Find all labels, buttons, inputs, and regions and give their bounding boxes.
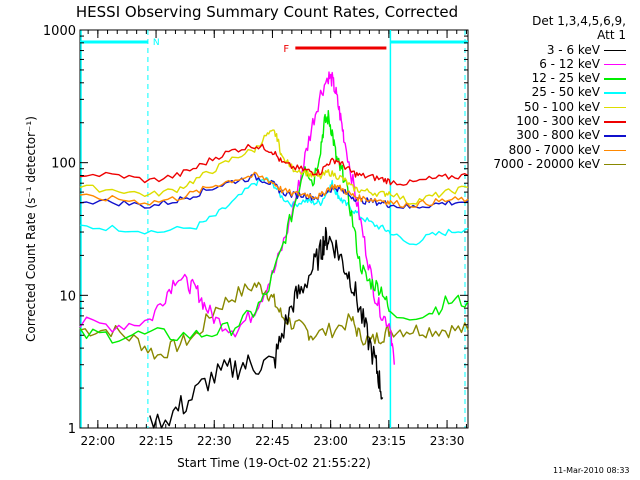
night-flag-label: N <box>153 38 160 48</box>
legend-item: 12 - 25 keV <box>474 71 634 85</box>
legend-swatch <box>604 149 626 152</box>
y-tick-label: 10 <box>59 289 76 304</box>
y-tick-label: 1 <box>68 422 76 437</box>
annotation-layer: NF <box>80 30 468 428</box>
legend-item: 300 - 800 keV <box>474 128 634 142</box>
series-line-100-300-kev <box>79 143 469 186</box>
legend-item: 3 - 6 keV <box>474 43 634 57</box>
legend-item-label: 100 - 300 keV <box>516 114 600 129</box>
x-tick-label: 22:30 <box>197 434 232 448</box>
plot-area: NF <box>79 29 469 429</box>
plot-frame <box>79 29 469 429</box>
y-tick-label: 100 <box>51 157 76 172</box>
legend-header-detectors: Det 1,3,4,5,6,9, <box>532 14 626 28</box>
date-stamp: 11-Mar-2010 08:33 <box>553 466 630 475</box>
y-axis-label: Corrected Count Rate (s⁻¹ detector⁻¹) <box>24 116 38 342</box>
x-tick-label: 23:00 <box>313 434 348 448</box>
legend-item-label: 300 - 800 keV <box>516 128 600 143</box>
legend-swatch <box>604 121 626 123</box>
series-line-25-50-kev <box>79 176 469 246</box>
flare-flag-label: F <box>283 44 289 55</box>
legend-swatch <box>604 49 626 52</box>
legend-item-label: 800 - 7000 keV <box>508 142 600 157</box>
legend: Det 1,3,4,5,6,9, Att 1 3 - 6 keV 6 - 12 k… <box>474 14 634 171</box>
x-axis: 22:00 22:15 22:30 22:45 23:00 23:15 23:30 <box>81 30 467 448</box>
x-tick-label: 22:15 <box>139 434 174 448</box>
legend-item-label: 12 - 25 keV <box>531 71 600 86</box>
legend-swatch <box>604 78 626 80</box>
legend-item: 7000 - 20000 keV <box>474 157 634 171</box>
legend-item-label: 50 - 100 keV <box>523 99 600 114</box>
chart-title: HESSI Observing Summary Count Rates, Cor… <box>76 3 458 21</box>
legend-swatch <box>604 106 626 109</box>
series-layer <box>79 71 469 429</box>
legend-item-label: 6 - 12 keV <box>539 56 600 71</box>
x-tick-label: 23:30 <box>430 434 465 448</box>
x-tick-label: 22:45 <box>255 434 290 448</box>
legend-swatch <box>604 135 626 137</box>
legend-item: 800 - 7000 keV <box>474 143 634 157</box>
legend-item-label: 25 - 50 keV <box>531 85 600 100</box>
y-axis: 1 10 100 1000 <box>43 24 468 437</box>
legend-item-label: 3 - 6 keV <box>546 42 600 57</box>
x-tick-label: 23:15 <box>372 434 407 448</box>
legend-swatch <box>604 92 626 94</box>
series-line-50-100-kev <box>79 129 469 205</box>
x-axis-label: Start Time (19-Oct-02 21:55:22) <box>177 456 371 470</box>
series-line-300-800-kev <box>79 173 469 209</box>
series-line-12-25-kev <box>79 110 469 344</box>
series-line-7000-20000-kev <box>79 281 469 360</box>
series-line-3-6-kev <box>149 226 384 429</box>
legend-swatch <box>604 63 626 66</box>
legend-item-label: 7000 - 20000 keV <box>493 156 600 171</box>
legend-item: 50 - 100 keV <box>474 100 634 114</box>
y-tick-label: 1000 <box>43 24 76 39</box>
legend-rows: 3 - 6 keV 6 - 12 keV 12 - 25 keV 25 - 50 ke… <box>474 43 634 172</box>
legend-item: 100 - 300 keV <box>474 114 634 128</box>
series-line-800-7000-kev <box>79 171 469 208</box>
legend-item: 6 - 12 keV <box>474 57 634 71</box>
legend-item: 25 - 50 keV <box>474 85 634 99</box>
legend-header-attenuator: Att 1 <box>597 28 626 43</box>
legend-swatch <box>604 163 626 166</box>
x-tick-label: 22:00 <box>81 434 116 448</box>
